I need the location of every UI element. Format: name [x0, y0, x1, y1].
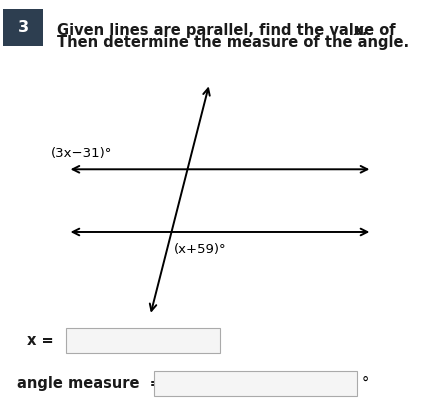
Text: (x+59)°: (x+59)° [173, 243, 226, 256]
Bar [154, 371, 357, 396]
Text: x.: x. [353, 23, 368, 38]
Text: 3: 3 [18, 20, 29, 35]
Text: °: ° [362, 376, 369, 391]
Text: Then determine the measure of the angle.: Then determine the measure of the angle. [57, 35, 409, 50]
Text: angle measure  =: angle measure = [17, 376, 162, 391]
Text: (3x−31)°: (3x−31)° [51, 147, 112, 160]
Bar [66, 328, 220, 353]
Text: Given lines are parallel, find the value of: Given lines are parallel, find the value… [57, 23, 401, 38]
Text: x =: x = [27, 333, 54, 348]
FancyBboxPatch shape [3, 9, 43, 46]
